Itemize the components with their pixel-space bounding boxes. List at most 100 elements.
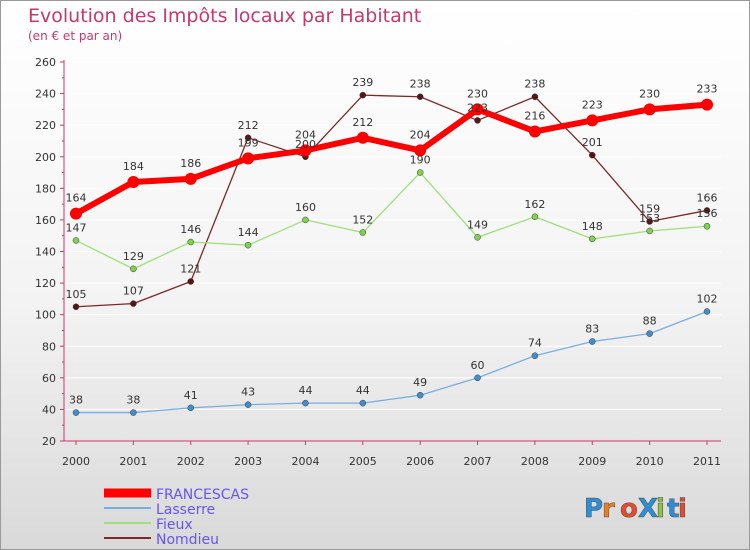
data-label-nomdieu: 212 [238,119,259,132]
data-point-francescas [242,152,255,165]
x-tick-label: 2009 [578,455,606,468]
y-tick-label: 140 [35,246,56,259]
legend-label-nomdieu: Nomdieu [156,532,219,548]
data-label-nomdieu: 223 [467,101,488,114]
data-point-lasserre [703,308,711,315]
data-point-lasserre [244,401,252,408]
data-label-fieux: 129 [123,250,144,263]
data-point-nomdieu [359,91,367,99]
data-point-nomdieu [474,117,481,124]
brand-letter: o [620,494,638,524]
data-label-lasserre: 83 [585,323,599,336]
data-label-francescas: 184 [123,160,144,173]
x-tick-label: 2008 [521,455,549,468]
data-point-fieux [474,234,481,241]
data-label-lasserre: 41 [184,389,198,402]
data-label-fieux: 152 [352,214,373,227]
y-tick-label: 40 [42,403,56,416]
data-point-francescas [528,125,541,138]
data-point-lasserre [130,409,137,416]
data-label-fieux: 153 [639,212,660,225]
x-tick-label: 2004 [291,455,319,468]
data-label-nomdieu: 121 [180,263,201,276]
series-line-fieux [75,171,708,270]
proxiti-logo: Pr o Xi ti [584,494,688,525]
data-point-fieux [302,216,309,224]
data-label-lasserre: 49 [413,376,427,389]
data-point-francescas [70,207,82,220]
data-label-fieux: 162 [524,198,545,211]
x-tick-label: 2005 [349,455,377,468]
x-tick-label: 2010 [636,455,664,468]
data-point-nomdieu [703,207,711,214]
data-label-lasserre: 44 [356,384,370,397]
y-tick-label: 220 [35,119,56,132]
data-point-francescas [299,144,312,157]
data-label-lasserre: 88 [643,315,657,328]
data-label-francescas: 199 [238,136,259,149]
data-label-lasserre: 38 [126,394,140,407]
data-label-francescas: 230 [639,87,660,100]
data-label-lasserre: 60 [471,359,485,372]
x-tick-label: 2002 [177,455,205,468]
data-point-francescas [471,103,484,116]
brand-letter: i [678,494,687,524]
data-point-nomdieu [187,278,194,285]
y-tick-label: 240 [35,88,56,101]
brand-letter: i [656,494,665,524]
brand-letter: P [584,494,603,524]
data-label-fieux: 147 [66,221,87,234]
data-point-francescas [414,144,427,157]
series-lines [70,91,713,416]
data-label-lasserre: 43 [241,386,255,399]
data-label-francescas: 233 [697,83,718,96]
data-labels: 105 107 121 212 200 239 238 223 238 201 159 166 147 1… [66,76,718,406]
brand-letter: t [667,494,679,524]
data-label-lasserre: 74 [528,337,542,350]
data-point-fieux [589,235,596,243]
data-label-francescas: 186 [180,157,201,170]
data-label-francescas: 164 [66,192,87,205]
data-point-fieux [72,237,80,244]
data-label-nomdieu: 105 [66,288,87,301]
data-label-nomdieu: 200 [295,138,316,151]
y-tick-label: 20 [42,435,56,448]
y-tick-label: 100 [35,309,56,322]
y-tick-label: 160 [35,214,56,227]
data-label-nomdieu: 166 [697,191,718,204]
data-label-fieux: 144 [238,226,259,239]
x-tick-label: 2007 [464,455,492,468]
data-point-lasserre [359,399,367,407]
axes: 20 40 60 80 100 120 140 160 180 200 220 240 260 2000 2… [35,56,721,468]
data-label-francescas: 230 [467,87,488,100]
data-point-lasserre [187,404,194,412]
data-point-nomdieu [130,300,137,307]
data-point-fieux [244,241,252,249]
y-tick-label: 120 [35,277,56,290]
data-point-francescas [127,176,140,189]
data-label-lasserre: 44 [298,384,312,397]
data-point-nomdieu [646,218,653,225]
data-point-lasserre [589,338,596,345]
brand-letter: r [602,494,615,524]
data-label-fieux: 149 [467,218,488,231]
x-tick-label: 2011 [693,455,721,468]
data-point-fieux [187,238,194,246]
data-label-nomdieu: 238 [524,78,545,91]
data-point-fieux [130,265,137,273]
data-point-fieux [646,227,653,235]
data-label-francescas: 223 [582,98,603,111]
data-label-fieux: 146 [180,223,201,236]
data-label-nomdieu: 159 [639,202,660,215]
data-label-francescas: 204 [410,128,431,141]
data-point-nomdieu [244,134,252,142]
data-label-nomdieu: 239 [352,76,373,89]
brand-letter: X [638,494,658,524]
y-tick-label: 200 [35,151,56,164]
y-tick-label: 260 [35,56,56,69]
legend-label-lasserre: Lasserre [156,502,215,518]
chart-subtitle: (en € et par an) [28,29,123,43]
data-point-fieux [703,222,711,230]
